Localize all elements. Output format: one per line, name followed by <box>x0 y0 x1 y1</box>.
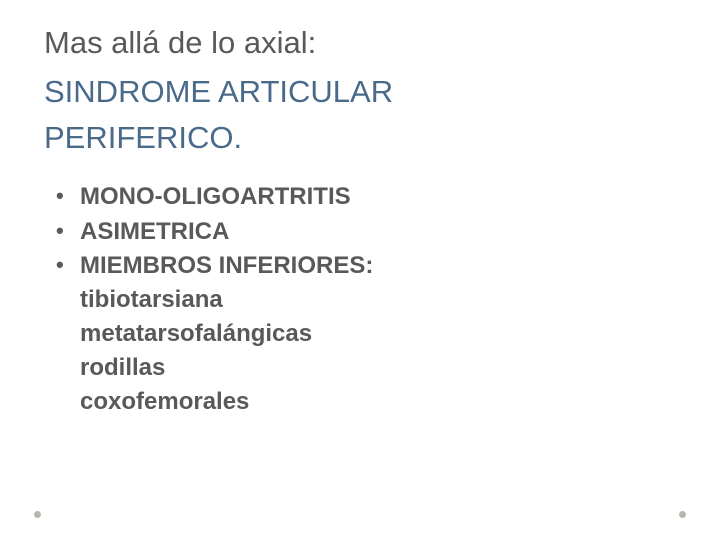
sub-item: coxofemorales <box>44 385 676 419</box>
sub-item: metatarsofalángicas <box>44 317 676 351</box>
bullet-list: MONO-OLIGOARTRITIS ASIMETRICA MIEMBROS I… <box>44 180 676 282</box>
bullet-item: MIEMBROS INFERIORES: <box>52 249 676 283</box>
sub-item: rodillas <box>44 351 676 385</box>
slide: Mas allá de lo axial: SINDROME ARTICULAR… <box>0 0 720 540</box>
decoration-dot-right <box>679 511 686 518</box>
decoration-dot-left <box>34 511 41 518</box>
title-line-1: Mas allá de lo axial: <box>44 24 676 63</box>
title-line-3: PERIFERICO. <box>44 117 676 159</box>
title-line-2: SINDROME ARTICULAR <box>44 71 676 113</box>
bullet-item: MONO-OLIGOARTRITIS <box>52 180 676 214</box>
sub-item: tibiotarsiana <box>44 283 676 317</box>
bullet-item: ASIMETRICA <box>52 215 676 249</box>
